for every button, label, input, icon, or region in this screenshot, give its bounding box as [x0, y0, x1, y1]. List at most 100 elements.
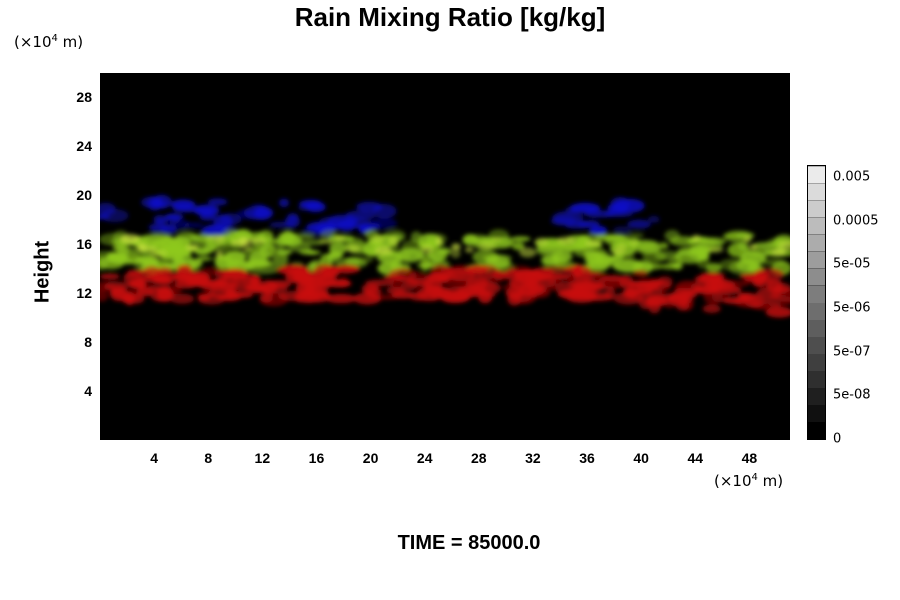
heatmap-cell-yellow-green: [586, 259, 611, 271]
heatmap-highlight: [375, 246, 393, 255]
heatmap-cell-yellow-green: [438, 247, 452, 255]
heatmap-cell-red: [388, 267, 417, 282]
colorbar-segment: [808, 216, 825, 235]
heatmap-cell-red: [229, 292, 254, 298]
heatmap-cell-blue: [340, 217, 372, 229]
heatmap-cell-blue: [164, 213, 184, 221]
heatmap-cell-red: [123, 271, 145, 287]
heatmap-cell-red: [169, 293, 195, 304]
heatmap-cell-red: [765, 306, 794, 318]
heatmap-cell-red: [502, 283, 519, 291]
heatmap-cell-yellow-green: [410, 231, 422, 243]
x-tick-label: 36: [579, 450, 595, 466]
heatmap-cell-red: [409, 292, 429, 301]
plot-area: [90, 73, 799, 440]
heatmap-cell-blue: [236, 209, 261, 220]
colorbar-segment: [808, 319, 825, 337]
chart-title: Rain Mixing Ratio [kg/kg]: [294, 2, 606, 32]
heatmap-cell-yellow-green: [705, 263, 722, 273]
heatmap-cell-red: [632, 269, 649, 278]
heatmap-highlight: [534, 237, 548, 247]
heatmap-highlight: [450, 248, 461, 259]
heatmap-cell-red: [674, 280, 702, 296]
colorbar-segment: [808, 404, 825, 422]
heatmap-cell-yellow-green: [272, 252, 289, 267]
heatmap-cell-blue: [565, 206, 576, 215]
heatmap-cell-red: [427, 272, 450, 283]
y-tick-label: 12: [76, 285, 92, 302]
heatmap-cell-yellow-green: [280, 230, 296, 245]
heatmap-cell-red: [104, 281, 129, 292]
heatmap-cell-yellow-green: [674, 249, 706, 264]
heatmap-cell-red: [561, 287, 588, 301]
heatmap-cell-yellow-green: [173, 257, 186, 265]
heatmap-cell-red: [332, 264, 361, 274]
colorbar-segment: [808, 336, 825, 354]
heatmap-highlight: [630, 239, 638, 247]
x-tick-label: 44: [687, 450, 704, 466]
heatmap-cell-yellow-green: [204, 242, 216, 254]
heatmap-cell-blue: [207, 198, 228, 206]
heatmap-cell-yellow-green: [189, 258, 203, 268]
heatmap-highlight: [743, 235, 752, 243]
heatmap-cell-red: [566, 278, 593, 289]
heatmap-highlight: [318, 239, 334, 244]
heatmap-cell-blue: [183, 222, 204, 229]
y-tick-label: 4: [84, 383, 92, 400]
heatmap-cell-red: [325, 293, 357, 304]
heatmap-highlight: [120, 234, 141, 244]
x-axis-unit: (×104 m): [714, 472, 784, 490]
heatmap-cell-yellow-green: [175, 231, 197, 244]
heatmap-cell-yellow-green: [112, 259, 141, 265]
heatmap-cell-blue: [613, 226, 632, 234]
y-axis-unit: (×104 m): [14, 33, 84, 51]
heatmap-cell-yellow-green: [377, 253, 402, 264]
heatmap-cell-blue: [603, 212, 634, 218]
colorbar-segment: [808, 302, 825, 320]
heatmap-cell-red: [428, 293, 448, 300]
heatmap-cell-blue: [278, 198, 290, 208]
heatmap-highlight: [215, 250, 223, 258]
heatmap-cell-red: [433, 286, 450, 294]
heatmap-cell-blue: [589, 225, 608, 236]
heatmap-cell-red: [278, 264, 309, 275]
heatmap-cell-red: [613, 291, 644, 305]
heatmap-cell-red: [400, 282, 428, 290]
heatmap-cell-yellow-green: [582, 245, 606, 261]
heatmap-cell-red: [598, 275, 630, 289]
heatmap-cell-yellow-green: [305, 250, 321, 256]
colorbar-segment: [808, 199, 825, 218]
heatmap-highlight: [149, 249, 168, 258]
colorbar-label: 0: [833, 431, 842, 447]
heatmap-cell-red: [765, 295, 795, 307]
heatmap-highlight: [334, 235, 346, 241]
heatmap-cell-blue: [199, 207, 214, 215]
x-tick-label: 32: [525, 450, 541, 466]
heatmap-cell-red: [660, 293, 683, 301]
heatmap-cell-yellow-green: [536, 244, 564, 257]
heatmap-highlight: [557, 236, 576, 245]
heatmap-field: [90, 194, 799, 318]
heatmap-cell-yellow-green: [511, 236, 531, 242]
heatmap-cell-red: [99, 273, 120, 280]
heatmap-highlight: [238, 236, 249, 246]
heatmap-cell-red: [301, 287, 329, 299]
heatmap-highlight: [436, 236, 443, 246]
x-tick-label: 20: [362, 450, 379, 466]
x-tick-label: 24: [416, 450, 433, 466]
heatmap-cell-yellow-green: [209, 244, 234, 251]
heatmap-cell-red: [675, 298, 690, 311]
colorbar-segment: [808, 267, 825, 286]
colorbar-segment: [808, 353, 825, 371]
heatmap-highlight: [771, 248, 787, 256]
colorbar-label: 5e-05: [833, 256, 871, 272]
heatmap-cell-red: [563, 265, 592, 276]
heatmap-cell-red: [702, 304, 721, 314]
heatmap-cell-blue: [150, 201, 169, 209]
heatmap-highlight: [451, 243, 461, 251]
heatmap-cell-red: [733, 294, 762, 308]
heatmap-cell-yellow-green: [343, 256, 374, 264]
heatmap-cell-red: [627, 282, 651, 289]
heatmap-cell-red: [484, 271, 510, 282]
heatmap-cell-red: [324, 279, 352, 288]
